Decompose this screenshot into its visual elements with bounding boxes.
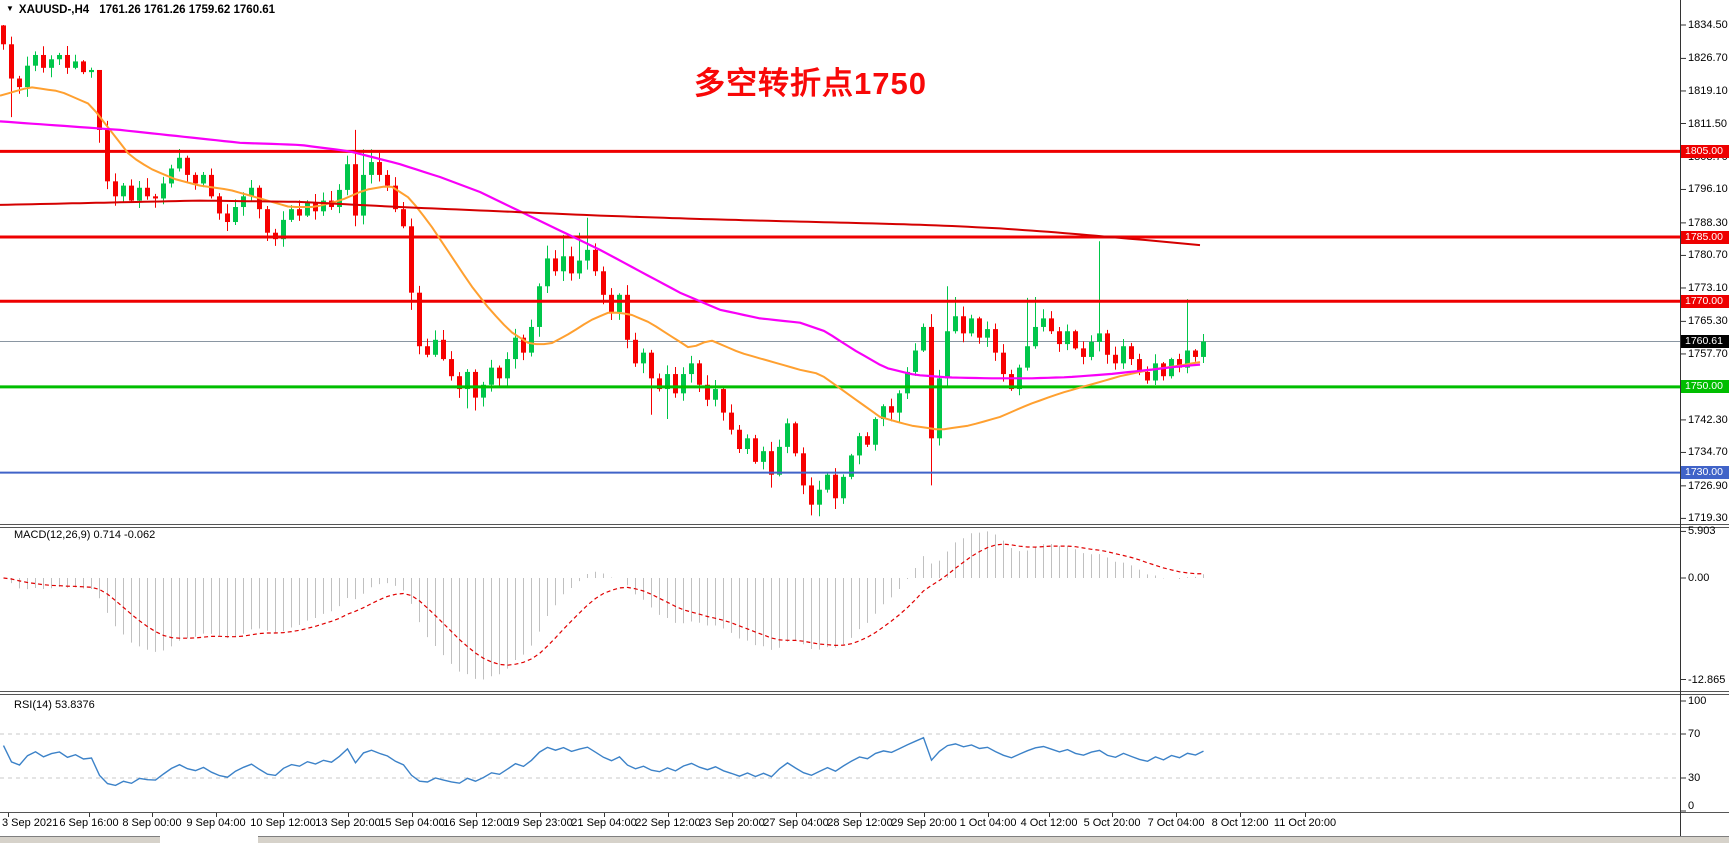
candlesticks[interactable]: [1, 25, 1206, 517]
rsi-line: [2, 736, 1204, 787]
ma-line-magenta: [0, 120, 1201, 380]
macd-signal-line: [3, 543, 1204, 666]
annotation-text: 多空转折点1750: [694, 66, 927, 101]
ma-line-red: [0, 199, 1201, 247]
chevron-down-icon[interactable]: ▼: [6, 4, 14, 13]
macd-indicator-label: MACD(12,26,9) 0.714 -0.062: [14, 529, 156, 541]
ohlc-values: 1761.26 1761.26 1759.62 1760.61: [99, 4, 276, 16]
macd-panel[interactable]: [3, 531, 1204, 680]
rsi-panel[interactable]: [0, 733, 1680, 787]
symbol-timeframe-label: XAUUSD-,H4: [18, 4, 90, 16]
tab-segment[interactable]: [0, 836, 160, 843]
tab-segment[interactable]: [258, 836, 1729, 843]
rsi-indicator-label: RSI(14) 53.8376: [14, 699, 95, 711]
symbol-info: ▼ XAUUSD-,H4 1761.26 1761.26 1759.62 1760.…: [6, 4, 275, 16]
main-chart-panel[interactable]: [0, 25, 1680, 517]
ma-line-orange: [0, 86, 1201, 431]
